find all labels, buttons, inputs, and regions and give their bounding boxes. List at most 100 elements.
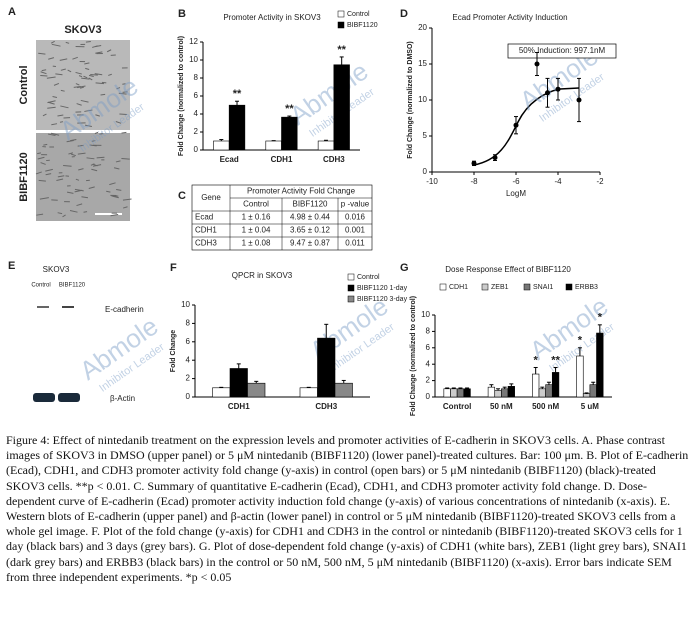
- table-cell: Ecad: [195, 213, 213, 222]
- bar: [265, 140, 282, 151]
- bar: [582, 393, 591, 398]
- panel-label: D: [400, 8, 408, 20]
- cell: [65, 41, 70, 44]
- y-tick-label: 4: [194, 109, 199, 118]
- cell: [75, 71, 82, 75]
- cell: [77, 144, 84, 147]
- cell: [41, 69, 47, 72]
- table-cell: 0.001: [345, 226, 366, 235]
- y-tick-label: 10: [181, 300, 190, 309]
- cell: [86, 157, 95, 160]
- y-tick-label: 10: [421, 310, 430, 319]
- cell: [108, 73, 112, 76]
- cell: [83, 75, 88, 79]
- blot-title: SKOV3: [43, 265, 70, 274]
- cell: [115, 121, 122, 124]
- cell: [109, 182, 116, 186]
- cell: [66, 191, 74, 194]
- legend-swatch: [347, 273, 355, 281]
- annotation: 50% Induction: 997.1nM: [519, 46, 606, 55]
- cell: [96, 156, 105, 159]
- legend-label: BIBF1120: [347, 22, 378, 29]
- y-tick-label: 0: [186, 392, 191, 401]
- y-tick-label: 12: [189, 37, 198, 46]
- legend-label: BIBF1120 3-day: [357, 296, 408, 303]
- blot-band: [37, 306, 49, 308]
- cell: [122, 198, 132, 201]
- cell: [84, 124, 92, 127]
- cell: [60, 105, 69, 109]
- panel-title: SKOV3: [64, 24, 101, 36]
- cell: [51, 43, 61, 47]
- lane-label: Control: [31, 283, 50, 289]
- cell: [48, 57, 55, 60]
- cell: [76, 203, 83, 207]
- significance: **: [337, 44, 346, 56]
- table-cell: CDH3: [195, 239, 217, 248]
- cell: [62, 214, 66, 218]
- cell: [95, 114, 100, 117]
- bar: [507, 386, 515, 398]
- x-tick-label: -2: [596, 177, 604, 186]
- cell: [40, 74, 48, 77]
- bar: [247, 382, 266, 398]
- cell: [51, 123, 58, 126]
- band-label: β-Actin: [110, 394, 135, 403]
- bar: [463, 388, 471, 398]
- y-tick-label: 6: [194, 91, 199, 100]
- bar: [212, 387, 231, 398]
- bar: [450, 388, 458, 398]
- y-tick-label: 0: [194, 145, 199, 154]
- cell: [80, 99, 89, 103]
- cell: [67, 69, 72, 73]
- significance: **: [551, 354, 560, 366]
- bar: [281, 116, 298, 151]
- caption: Figure 4: Effect of nintedanib treatment…: [6, 433, 689, 584]
- cell: [83, 211, 88, 213]
- cell: [56, 178, 64, 181]
- cell: [78, 168, 84, 171]
- figure: A SKOV3 Control BIBF1120 C E SKOV3 Contr…: [8, 6, 617, 416]
- panel-label: E: [8, 260, 15, 272]
- table-cell: 4.98 ± 0.44: [290, 213, 331, 222]
- cell: [92, 164, 102, 167]
- table-cell: 1 ± 0.08: [242, 239, 271, 248]
- table-header: p -value: [341, 200, 370, 209]
- y-tick-label: 20: [418, 23, 427, 32]
- cell: [88, 74, 94, 77]
- bar: [317, 337, 336, 398]
- y-tick-label: 2: [194, 127, 199, 136]
- legend-label: ZEB1: [491, 284, 509, 291]
- y-tick-label: 0: [423, 167, 428, 176]
- y-tick-label: 4: [426, 359, 431, 368]
- cell: [63, 164, 72, 167]
- y-axis-label: Fold Change (normalized to DMSO): [407, 41, 414, 158]
- legend-swatch: [439, 283, 447, 291]
- x-tick-label: 5 uM: [581, 402, 600, 411]
- point: [492, 155, 498, 161]
- y-tick-label: 8: [186, 319, 191, 328]
- cell: [50, 132, 60, 136]
- legend-swatch: [481, 283, 489, 291]
- bar: [456, 388, 465, 398]
- legend-label: Control: [357, 274, 380, 281]
- cell: [95, 82, 105, 85]
- cell: [59, 58, 68, 61]
- cell: [84, 62, 90, 65]
- x-tick-label: 50 nM: [490, 402, 513, 411]
- point: [545, 90, 550, 96]
- blot-band: [58, 393, 80, 402]
- cell: [59, 121, 64, 123]
- bar: [443, 388, 451, 398]
- panel-label: A: [8, 6, 16, 18]
- x-tick-label: -10: [426, 177, 438, 186]
- x-axis-label: LogM: [506, 189, 526, 198]
- cell: [68, 152, 74, 155]
- y-tick-label: 2: [186, 374, 191, 383]
- cell: [36, 213, 44, 216]
- table-cell: 0.011: [345, 239, 365, 248]
- cell: [121, 131, 127, 134]
- cell: [47, 133, 56, 137]
- chart-title: Dose Response Effect of BIBF1120: [445, 265, 571, 274]
- cell: [50, 40, 55, 44]
